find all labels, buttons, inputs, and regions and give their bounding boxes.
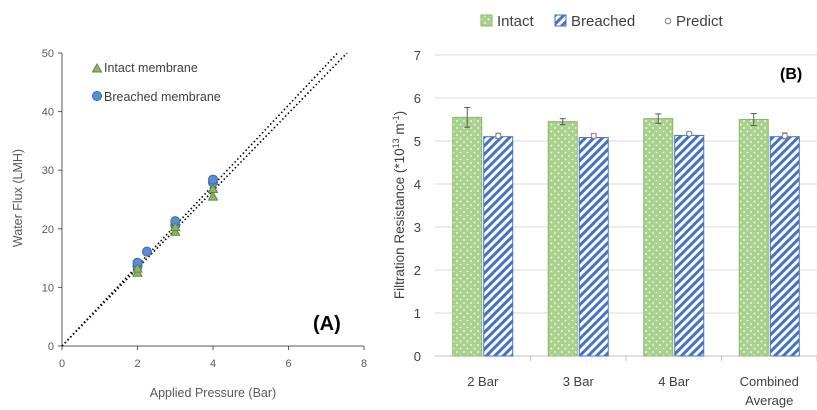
panel-b-predict-point <box>495 132 502 139</box>
panel-a-x-tick-label: 0 <box>59 358 65 370</box>
legend-a-intact-marker <box>91 62 103 73</box>
panel-a-intact-point <box>132 263 143 273</box>
panel-b-intact-bar <box>452 116 483 357</box>
panel-b-predict-point <box>686 130 693 137</box>
panel-a-intact-point <box>207 183 219 193</box>
legend-b-intact-swatch <box>480 14 493 27</box>
panel-a-label: (A) <box>313 313 341 335</box>
legend-b-breached-label: Breached <box>571 13 635 30</box>
panel-a-breached-point <box>141 246 152 257</box>
panel-b-breached-bar <box>769 136 800 357</box>
panel-b-label: (B) <box>780 66 802 83</box>
panel-a-x-tick-label: 4 <box>210 358 216 370</box>
panel-b-category-label: 3 Bar <box>563 374 595 389</box>
panel-a-y-tick-label: 40 <box>42 107 54 119</box>
panel-a-plot: 0 10 20 30 40 50 0 2 4 6 8 <box>42 48 367 370</box>
legend-a-breached-label: Breached membrane <box>104 90 221 104</box>
panel-b-category-label: 4 Bar <box>658 374 690 389</box>
panel-a-intact-point <box>207 191 219 201</box>
legend-a-breached-marker <box>92 91 102 101</box>
panel-b-y-tick-label: 7 <box>414 48 421 63</box>
panel-a-x-tick-label: 6 <box>285 358 291 370</box>
panel-a-y-tick-label: 20 <box>42 224 54 236</box>
panel-b-intact-bar <box>738 119 769 357</box>
panel-b-y-tick-label: 5 <box>414 134 421 149</box>
panel-a-intact-point <box>169 221 181 232</box>
legend-a-intact-label: Intact membrane <box>104 61 198 75</box>
panel-a-xlabel: Applied Pressure (Bar) <box>150 386 276 400</box>
legend-b-predict-marker <box>664 17 672 25</box>
panel-a-y-tick-label: 30 <box>42 165 54 177</box>
panel-b-category-label: 2 Bar <box>467 374 499 389</box>
panel-b-intact-bar <box>547 121 578 357</box>
panel-a-x-tick-label: 2 <box>134 358 140 370</box>
panel-b-y-tick-label: 3 <box>414 220 421 235</box>
panel-a-y-tick-label: 0 <box>48 341 54 353</box>
panel-b-intact-bar <box>643 118 674 357</box>
panel-a-fit-line <box>61 52 348 347</box>
panel-b-ylabel: Filtration Resistance (*1013 m-1) <box>391 111 407 299</box>
panel-b-plot: 0 1 2 3 4 5 6 7 2 Bar 3 Bar 4 Bar Combined Average <box>414 48 817 408</box>
panel-a-ylabel: Water Flux (LMH) <box>11 149 25 247</box>
panel-a-intact-point <box>169 226 181 236</box>
panel-b-y-tick-label: 4 <box>414 177 421 192</box>
legend-b-intact-label: Intact <box>497 13 535 30</box>
panel-a-x-tick-label: 8 <box>361 358 367 370</box>
panel-b-category-label: Average <box>745 393 793 408</box>
panel-b-y-tick-label: 1 <box>414 306 421 321</box>
panel-b-breached-bar <box>674 134 705 357</box>
legend-b-breached-swatch <box>554 14 567 27</box>
panel-a-breached-point <box>208 174 218 185</box>
legend-b-predict-label: Predict <box>676 13 724 30</box>
panel-b-predict-point <box>781 132 788 139</box>
panel-b-y-tick-label: 0 <box>414 349 421 364</box>
panel-a-y-tick-label: 50 <box>42 48 54 60</box>
panel-b-breached-bar <box>578 137 609 357</box>
panel-b-predict-point <box>590 132 597 139</box>
panel-b-y-tick-label: 6 <box>414 91 421 106</box>
panel-a-fit-line <box>61 52 339 347</box>
panel-b-y-tick-label: 2 <box>414 263 421 278</box>
panel-b-category-label: Combined <box>740 374 799 389</box>
panel-a-y-tick-label: 10 <box>42 282 54 294</box>
panel-b-breached-bar <box>483 136 514 357</box>
